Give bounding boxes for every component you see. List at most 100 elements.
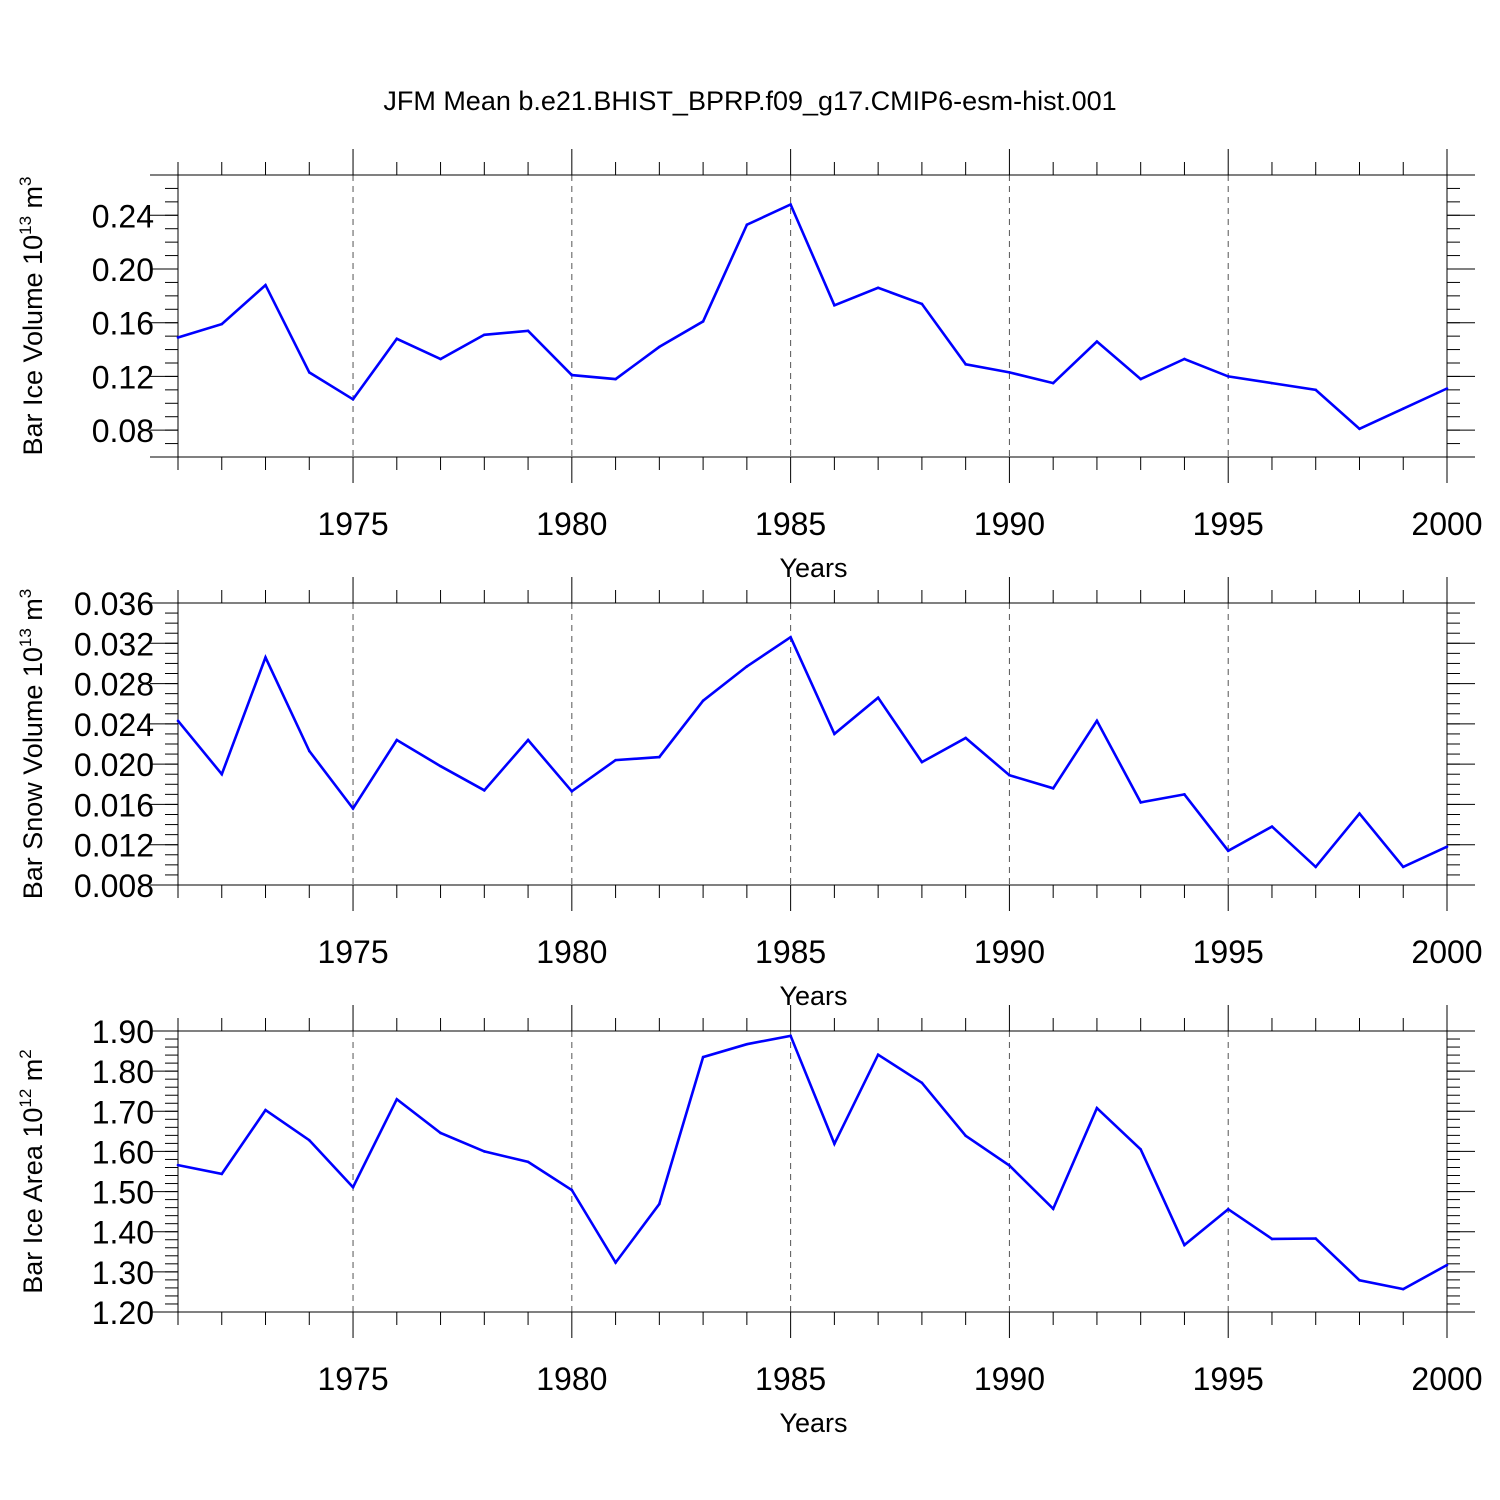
data-point xyxy=(1226,375,1230,378)
data-point xyxy=(1051,1207,1055,1211)
x-tick-label: 1990 xyxy=(974,1361,1045,1397)
data-point xyxy=(1139,377,1142,381)
x-tick-label: 1995 xyxy=(1193,1361,1264,1397)
data-point xyxy=(789,1034,792,1038)
y-axis-label: Bar Ice Area 1012 m2 xyxy=(16,1049,48,1294)
data-point xyxy=(1445,1263,1449,1267)
data-point xyxy=(1095,1106,1099,1110)
y-tick-label: 0.20 xyxy=(92,252,154,288)
data-point xyxy=(745,1042,749,1046)
data-point xyxy=(1358,1278,1361,1282)
data-point xyxy=(1183,793,1186,796)
data-point xyxy=(1139,801,1142,804)
data-point xyxy=(1139,1148,1142,1151)
data-point xyxy=(307,371,311,374)
data-point xyxy=(483,789,486,792)
data-point xyxy=(439,357,442,361)
x-tick-label: 1975 xyxy=(317,506,388,542)
data-point xyxy=(964,1134,967,1138)
x-tick-label: 1975 xyxy=(317,1361,388,1397)
data-point xyxy=(658,755,661,759)
y-tick-label: 1.30 xyxy=(92,1255,154,1291)
y-tick-label: 1.20 xyxy=(92,1295,154,1331)
chart-panel-3: 1.20 1.30 1.40 1.50 1.60 1.70 1.80 1.90 1975 1980… xyxy=(16,1005,1483,1438)
y-tick-label: 1.70 xyxy=(92,1094,154,1130)
data-point xyxy=(1401,407,1405,410)
x-tick-label: 1990 xyxy=(974,934,1045,970)
data-point xyxy=(833,303,836,307)
data-point xyxy=(483,1150,486,1153)
x-axis-label: Years xyxy=(779,1408,847,1438)
x-axis-label: Years xyxy=(779,981,847,1011)
y-tick-label: 0.008 xyxy=(74,868,154,904)
data-point xyxy=(920,302,924,306)
x-tick-label: 1980 xyxy=(536,934,607,970)
x-tick-label: 1975 xyxy=(317,934,388,970)
data-point xyxy=(570,373,574,377)
data-point xyxy=(1314,388,1318,392)
y-tick-label: 0.020 xyxy=(74,747,154,783)
data-point xyxy=(1358,812,1361,815)
data-point xyxy=(876,696,880,699)
data-point xyxy=(876,1053,880,1056)
data-point xyxy=(658,1202,661,1206)
data-point xyxy=(220,322,224,326)
data-point xyxy=(570,790,574,793)
data-point xyxy=(1314,865,1318,869)
data-point xyxy=(1401,1287,1405,1291)
chart-panel-1: 0.08 0.12 0.16 0.20 0.24 1975 1980 1985 1990 1995… xyxy=(16,149,1483,583)
data-point xyxy=(964,736,967,740)
y-tick-label: 1.40 xyxy=(92,1215,154,1251)
data-point xyxy=(614,1261,617,1264)
data-point xyxy=(789,203,792,206)
data-point xyxy=(439,764,442,768)
x-axis-label: Years xyxy=(779,553,847,583)
data-point xyxy=(395,738,399,742)
x-tick-label: 1980 xyxy=(536,1361,607,1397)
y-tick-label: 0.016 xyxy=(74,787,154,823)
data-point xyxy=(1008,773,1011,777)
data-point xyxy=(176,719,180,723)
x-tick-label: 2000 xyxy=(1411,1361,1482,1397)
series-line xyxy=(177,202,1448,431)
y-tick-label: 0.012 xyxy=(74,828,154,864)
data-point xyxy=(833,1142,836,1146)
data-point xyxy=(351,397,355,401)
data-point xyxy=(614,758,617,762)
data-point xyxy=(701,320,705,323)
data-point xyxy=(1008,1164,1011,1167)
x-tick-label: 1995 xyxy=(1193,506,1264,542)
data-point xyxy=(439,1131,442,1135)
data-point xyxy=(526,738,530,742)
y-tick-label: 1.90 xyxy=(92,1014,154,1050)
data-point xyxy=(395,1097,399,1101)
y-tick-label: 0.16 xyxy=(92,306,154,342)
data-point xyxy=(789,635,792,639)
data-point xyxy=(176,336,180,339)
data-point xyxy=(395,337,399,341)
data-point xyxy=(920,1081,924,1085)
data-point xyxy=(1270,1237,1274,1241)
y-tick-label: 0.08 xyxy=(92,413,154,449)
y-tick-label: 0.12 xyxy=(92,359,154,395)
data-point xyxy=(745,665,749,668)
y-tick-label: 0.036 xyxy=(74,586,154,622)
data-point xyxy=(1226,849,1230,853)
data-point xyxy=(614,377,617,381)
x-tick-label: 2000 xyxy=(1411,506,1482,542)
y-tick-label: 0.032 xyxy=(74,626,154,662)
data-point xyxy=(1226,1207,1230,1211)
y-tick-label: 0.028 xyxy=(74,667,154,703)
data-point xyxy=(1183,357,1186,361)
data-point xyxy=(745,223,749,226)
series-line xyxy=(176,635,1448,869)
data-point xyxy=(1095,340,1099,343)
data-point xyxy=(526,329,530,333)
data-point xyxy=(264,656,267,659)
x-tick-label: 1990 xyxy=(974,506,1045,542)
data-point xyxy=(1183,1243,1186,1247)
x-tick-label: 1985 xyxy=(755,506,826,542)
y-tick-label: 0.024 xyxy=(74,707,154,743)
y-tick-label: 1.50 xyxy=(92,1175,154,1211)
